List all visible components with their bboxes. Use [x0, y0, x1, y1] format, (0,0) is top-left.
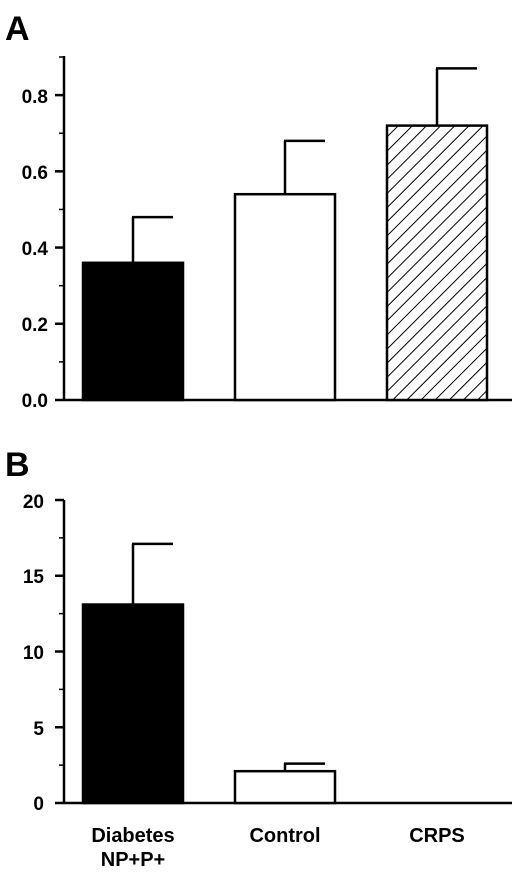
- panel-b-ytick-label: 5: [33, 719, 44, 740]
- panel-a: A 0.0 0.2 0.4 0.6 0.8: [5, 10, 512, 412]
- panel-b-label: B: [5, 446, 30, 484]
- panel-a-ytick-label: 0.8: [22, 87, 48, 108]
- panel-b-errorbar-control: [283, 762, 325, 772]
- panel-a-errorbar-crps: [435, 67, 477, 126]
- panel-a-ytick-label: 0.6: [22, 163, 48, 184]
- panel-b: B 0 5 10 15 20 Diabetes NP+P+ Control CR…: [5, 446, 512, 871]
- panel-a-errorbar-diabetes-np-p: [131, 215, 173, 263]
- panel-b-ytick-label: 15: [23, 567, 45, 588]
- category-label-diabetes-line1: Diabetes: [91, 825, 174, 847]
- panel-a-errorbar-control: [283, 139, 325, 195]
- panel-b-bar-diabetes-np-p: [81, 603, 185, 805]
- panel-b-ytick-label: 0: [33, 794, 44, 815]
- panel-b-bar-control: [233, 769, 337, 805]
- panel-a-ytick-label: 0.2: [22, 315, 48, 336]
- panel-a-ytick-label: 0.0: [22, 391, 48, 412]
- panel-a-ytick-labels: 0.0 0.2 0.4 0.6 0.8: [22, 87, 49, 412]
- panel-b-ytick-labels: 0 5 10 15 20: [23, 492, 45, 815]
- panel-a-ytick-label: 0.4: [22, 239, 49, 260]
- panel-b-category-labels: Diabetes NP+P+ Control CRPS: [91, 825, 464, 871]
- panel-a-bar-diabetes-np-p: [81, 261, 185, 402]
- panel-a-bar-control: [233, 192, 337, 402]
- panel-a-bar-crps: [385, 124, 489, 402]
- category-label-control: Control: [249, 825, 320, 847]
- category-label-crps: CRPS: [409, 825, 465, 847]
- category-label-diabetes-line2: NP+P+: [101, 849, 165, 871]
- panel-b-ytick-label: 10: [23, 643, 44, 664]
- panel-b-ytick-label: 20: [23, 492, 44, 513]
- panel-b-errorbar-diabetes-np-p: [131, 542, 173, 605]
- panel-a-label: A: [5, 10, 30, 48]
